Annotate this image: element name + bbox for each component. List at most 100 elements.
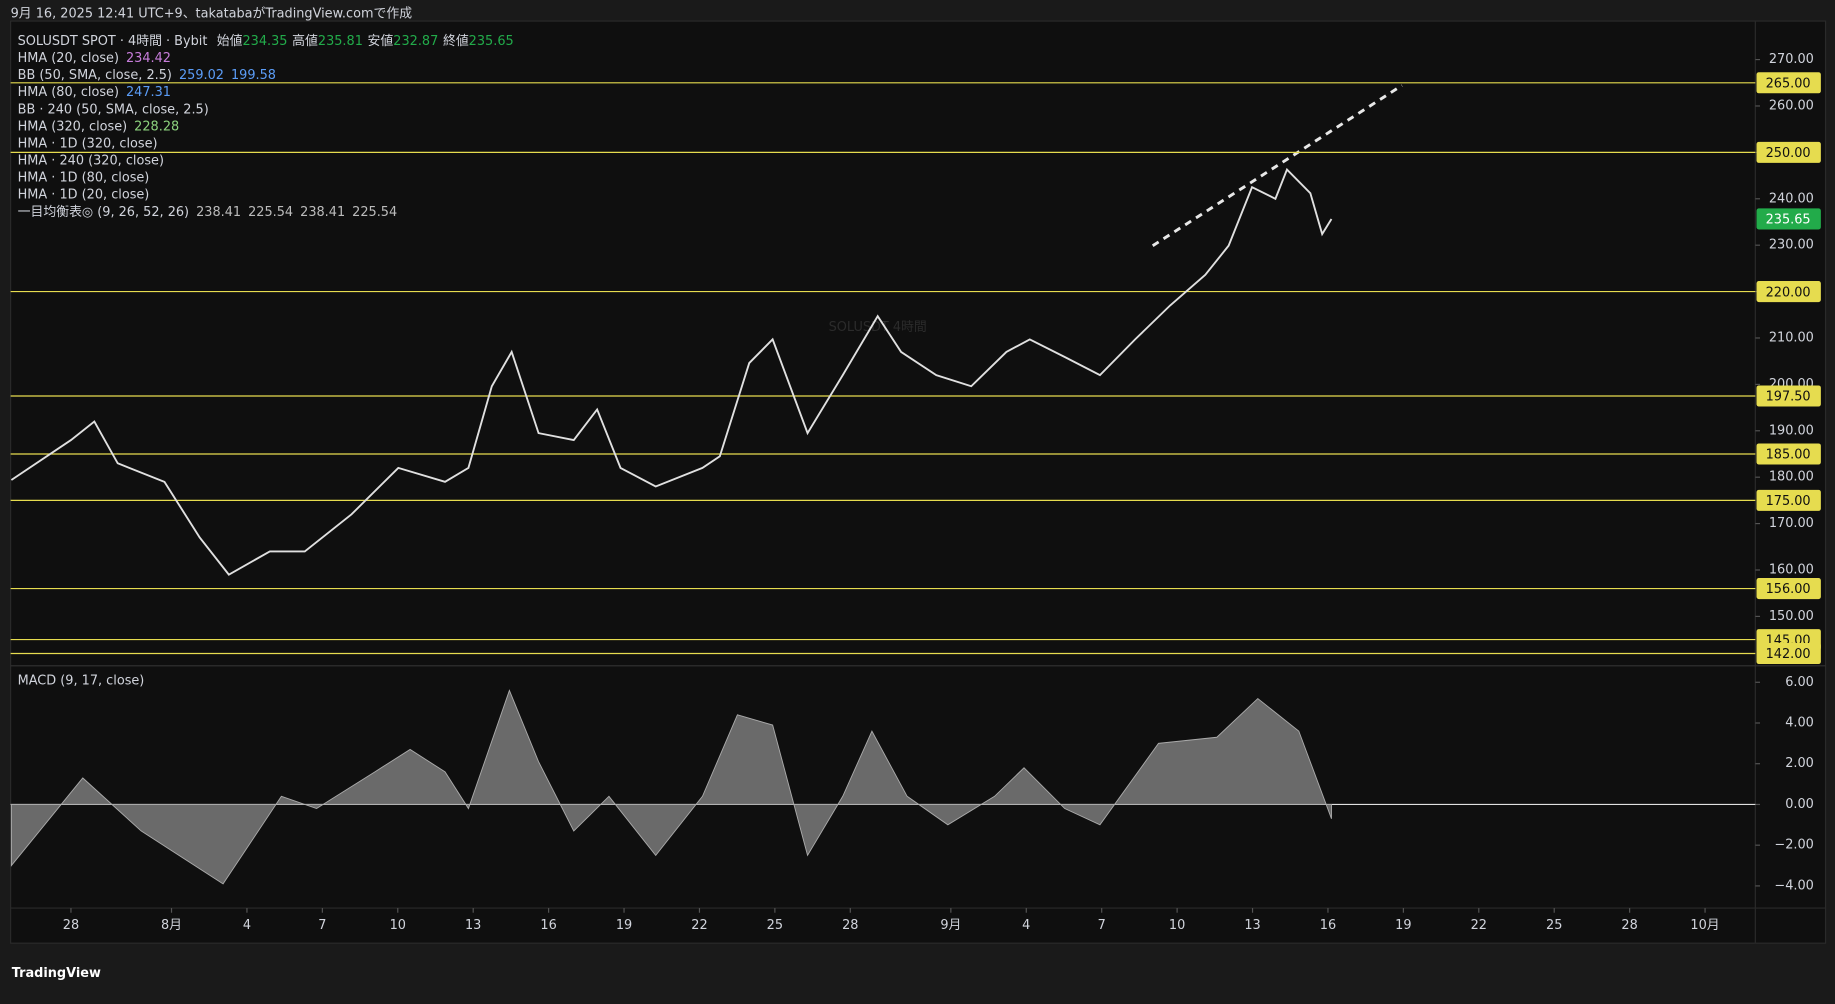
indicator-legend: HMA (20, close) 234.42 [18,51,171,66]
indicator-value: 234.42 [126,51,171,66]
indicator-name: HMA (20, close) [18,51,119,66]
level-label: 197.50 [1766,390,1811,405]
indicator-name: HMA · 1D (80, close) [18,170,150,185]
ohlc-label: 高値 [292,32,318,48]
indicator-legend: HMA · 1D (80, close) [18,170,150,185]
y-tick-label: −2.00 [1774,838,1813,853]
indicator-legend: HMA · 1D (20, close) [18,187,150,202]
y-tick-label: 230.00 [1769,238,1814,253]
level-label-box [1756,489,1821,511]
x-tick-label: 28 [842,918,858,933]
y-tick-label: 150.00 [1769,609,1814,624]
x-tick-label: 9月 [940,918,961,933]
x-tick-label: 22 [691,918,707,933]
x-tick-label: 16 [1320,918,1336,933]
indicator-value: 259.02 [179,68,224,83]
x-tick-label: 19 [1395,918,1411,933]
x-tick-label: 28 [63,918,79,933]
y-tick-label: 2.00 [1785,756,1814,771]
x-tick-label: 13 [465,918,481,933]
indicator-value: 247.31 [126,85,171,100]
chart-layer: SOLUSDT SPOT · 4時間 · Bybit 始値234.35 高値235.… [10,32,1821,933]
x-tick-label: 7 [1098,918,1106,933]
level-label-box [1756,385,1821,407]
x-tick-label: 8月 [161,918,182,933]
ohlc-value: 235.81 [318,33,363,48]
ohlc-label: 安値 [368,32,394,48]
level-label-box [1756,281,1821,303]
indicator-legend: BB (50, SMA, close, 2.5) 259.02 199.58 [18,68,276,83]
x-tick-label: 10 [1169,918,1185,933]
indicator-legend: HMA · 1D (320, close) [18,136,158,151]
x-tick-label: 4 [1022,918,1030,933]
symbol: SOLUSDT SPOT · 4時間 · Bybit [18,33,208,48]
y-tick-label: 0.00 [1785,797,1814,812]
watermark: SOLUSDT 4時間 [829,320,927,335]
indicator-name: HMA · 1D (20, close) [18,187,150,202]
macd-title: MACD (9, 17, close) [18,674,145,689]
level-label-box [1756,72,1821,94]
x-tick-label: 25 [1546,918,1562,933]
indicator-value: 238.41 [196,204,241,219]
x-tick-label: 10月 [1690,918,1719,933]
ohlc-value: 235.65 [469,33,514,48]
indicator-legend: HMA (320, close) 228.28 [18,119,180,134]
x-tick-label: 28 [1621,918,1637,933]
level-label: 265.00 [1766,76,1811,91]
x-tick-label: 22 [1471,918,1487,933]
y-tick-label: 210.00 [1769,330,1814,345]
indicator-legend: HMA · 240 (320, close) [18,153,164,168]
x-tick-label: 10 [390,918,406,933]
y-tick-label: 270.00 [1769,52,1814,67]
ohlc-label: 始値 [217,32,243,48]
indicator-name: 一目均衡表◎ (9, 26, 52, 26) [18,204,189,219]
indicator-value: 199.58 [231,68,276,83]
y-tick-label: 170.00 [1769,516,1814,531]
x-tick-label: 7 [318,918,326,933]
indicator-legend: 一目均衡表◎ (9, 26, 52, 26) 238.41 225.54 238.41… [18,204,398,219]
brand: TradingView [12,966,101,981]
level-label-box [1756,141,1821,163]
x-tick-label: 4 [243,918,251,933]
y-tick-label: 190.00 [1769,423,1814,438]
y-tick-label: −4.00 [1774,878,1813,893]
y-tick-label: 4.00 [1785,715,1814,730]
last-price-box [1756,208,1821,230]
x-tick-label: 25 [767,918,783,933]
y-tick-label: 6.00 [1785,675,1814,690]
x-tick-label: 16 [540,918,556,933]
level-label: 142.00 [1766,647,1811,662]
legend-title: SOLUSDT SPOT · 4時間 · Bybit 始値234.35 高値235.… [18,32,514,48]
ohlc-value: 232.87 [393,33,438,48]
indicator-value: 225.54 [352,204,397,219]
indicator-legend: HMA (80, close) 247.31 [18,85,171,100]
x-tick-label: 13 [1244,918,1260,933]
indicator-value: 225.54 [248,204,293,219]
indicator-name: HMA (80, close) [18,85,119,100]
level-label-box [1756,578,1821,600]
indicator-name: BB (50, SMA, close, 2.5) [18,68,172,83]
level-label: 250.00 [1766,146,1811,161]
indicator-name: HMA · 240 (320, close) [18,153,164,168]
chart-frame [10,20,1827,944]
indicator-value: 228.28 [134,119,179,134]
y-tick-label: 240.00 [1769,191,1814,206]
level-label: 175.00 [1766,494,1811,509]
level-label-box [1756,642,1821,665]
indicator-value: 238.41 [300,204,345,219]
ohlc-value: 234.35 [242,33,287,48]
last-price-label: 235.65 [1766,213,1811,228]
level-label: 220.00 [1766,285,1811,300]
indicator-name: HMA · 1D (320, close) [18,136,158,151]
y-tick-label: 180.00 [1769,470,1814,485]
indicator-legend: BB · 240 (50, SMA, close, 2.5) [18,102,209,117]
ohlc-label: 終値 [443,32,469,48]
level-label: 185.00 [1766,448,1811,463]
level-label: 156.00 [1766,582,1811,597]
x-tick-label: 19 [616,918,632,933]
macd-histogram [10,689,1332,885]
indicator-name: BB · 240 (50, SMA, close, 2.5) [18,102,209,117]
indicator-name: HMA (320, close) [18,119,128,134]
y-tick-label: 260.00 [1769,98,1814,113]
